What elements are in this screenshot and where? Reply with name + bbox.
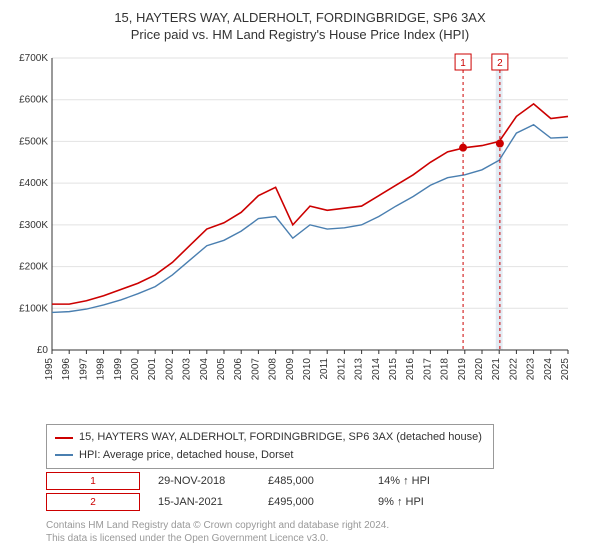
svg-text:2013: 2013: [354, 358, 365, 381]
transaction-marker-box: 2: [46, 493, 140, 511]
svg-text:£500K: £500K: [19, 136, 48, 147]
svg-text:2010: 2010: [302, 358, 313, 381]
svg-text:2024: 2024: [543, 358, 554, 381]
svg-text:£200K: £200K: [19, 262, 48, 273]
svg-text:£100K: £100K: [19, 303, 48, 314]
svg-text:2019: 2019: [457, 358, 468, 381]
svg-text:2005: 2005: [216, 358, 227, 381]
chart-title-1: 15, HAYTERS WAY, ALDERHOLT, FORDINGBRIDG…: [8, 10, 592, 25]
transaction-row: 1 29-NOV-2018 £485,000 14% ↑ HPI: [46, 472, 592, 490]
svg-text:2023: 2023: [526, 358, 537, 381]
svg-text:1996: 1996: [61, 358, 72, 381]
footer-line-2: This data is licensed under the Open Gov…: [46, 532, 592, 545]
svg-text:1999: 1999: [113, 358, 124, 381]
svg-text:2001: 2001: [147, 358, 158, 381]
svg-text:2015: 2015: [388, 358, 399, 381]
svg-text:2004: 2004: [199, 358, 210, 381]
footer-line-1: Contains HM Land Registry data © Crown c…: [46, 519, 592, 532]
svg-text:1997: 1997: [78, 358, 89, 381]
svg-text:2022: 2022: [508, 358, 519, 381]
svg-text:£0: £0: [37, 345, 49, 356]
svg-text:1995: 1995: [44, 358, 55, 381]
svg-text:1998: 1998: [96, 358, 107, 381]
chart: £0 £100K £200K £300K £400K £500K £600K £700K 199…: [8, 50, 578, 420]
svg-text:£400K: £400K: [19, 178, 48, 189]
legend-label-1: 15, HAYTERS WAY, ALDERHOLT, FORDINGBRIDG…: [79, 429, 482, 447]
svg-text:2008: 2008: [268, 358, 279, 381]
svg-text:2018: 2018: [440, 358, 451, 381]
legend: 15, HAYTERS WAY, ALDERHOLT, FORDINGBRIDG…: [46, 424, 494, 469]
svg-text:2002: 2002: [164, 358, 175, 381]
footer: Contains HM Land Registry data © Crown c…: [46, 519, 592, 545]
transaction-row: 2 15-JAN-2021 £495,000 9% ↑ HPI: [46, 493, 592, 511]
transaction-price: £485,000: [268, 475, 360, 487]
transaction-date: 29-NOV-2018: [158, 475, 250, 487]
transaction-delta: 9% ↑ HPI: [378, 496, 470, 508]
svg-text:2000: 2000: [130, 358, 141, 381]
svg-text:2007: 2007: [250, 358, 261, 381]
svg-text:2011: 2011: [319, 358, 330, 380]
svg-text:2021: 2021: [491, 358, 502, 381]
svg-text:2003: 2003: [182, 358, 193, 381]
svg-text:2006: 2006: [233, 358, 244, 381]
legend-label-2: HPI: Average price, detached house, Dors…: [79, 447, 293, 465]
transaction-delta: 14% ↑ HPI: [378, 475, 470, 487]
svg-text:2009: 2009: [285, 358, 296, 381]
transaction-marker-box: 1: [46, 472, 140, 490]
svg-text:1: 1: [460, 58, 466, 69]
svg-text:2014: 2014: [371, 358, 382, 381]
transaction-price: £495,000: [268, 496, 360, 508]
legend-item-1: 15, HAYTERS WAY, ALDERHOLT, FORDINGBRIDG…: [55, 429, 485, 447]
svg-text:£700K: £700K: [19, 53, 48, 64]
transaction-date: 15-JAN-2021: [158, 496, 250, 508]
svg-text:2020: 2020: [474, 358, 485, 381]
svg-text:£600K: £600K: [19, 95, 48, 106]
legend-item-2: HPI: Average price, detached house, Dors…: [55, 447, 485, 465]
svg-text:2012: 2012: [336, 358, 347, 381]
chart-title-2: Price paid vs. HM Land Registry's House …: [8, 27, 592, 42]
svg-text:2017: 2017: [422, 358, 433, 381]
svg-text:2: 2: [497, 58, 503, 69]
svg-text:£300K: £300K: [19, 220, 48, 231]
svg-text:2025: 2025: [560, 358, 571, 381]
svg-text:2016: 2016: [405, 358, 416, 381]
